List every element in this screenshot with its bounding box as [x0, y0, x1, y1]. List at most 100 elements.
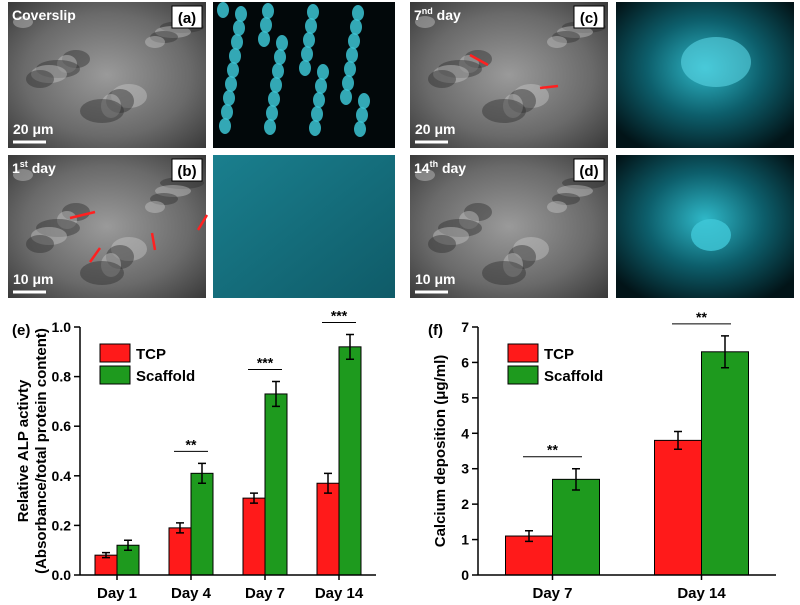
caption-text: Coverslip [12, 7, 76, 23]
nucleus [356, 107, 368, 123]
nucleus [235, 6, 247, 22]
nucleus [358, 93, 370, 109]
cell-cluster [691, 219, 731, 251]
nucleus [227, 62, 239, 78]
legend-swatch [507, 365, 539, 385]
nucleus [217, 2, 229, 18]
x-tick-label: Day 7 [245, 585, 285, 602]
sem-texture [433, 227, 469, 245]
sem-texture [101, 253, 121, 277]
sem-texture [57, 55, 77, 73]
error-bar [176, 522, 184, 534]
nucleus [344, 61, 356, 77]
caption-number: 1 [12, 160, 20, 176]
panel-label: (c) [580, 10, 598, 27]
bar [264, 393, 288, 576]
sem-texture [415, 169, 435, 181]
sem-texture [428, 70, 456, 88]
cell-cluster [681, 37, 751, 87]
panel-caption: 14th day [414, 159, 466, 176]
sem-texture [552, 193, 580, 205]
panel-label: (a) [178, 10, 196, 27]
nucleus [268, 91, 280, 107]
y-axis-title: Calcium deposition (μg/ml) [432, 355, 449, 548]
sem-texture [101, 94, 121, 118]
y-axis-title: Relative ALP activty [15, 379, 32, 522]
error-bar [324, 472, 332, 494]
panel-caption: Coverslip [12, 7, 76, 23]
bar [242, 497, 266, 576]
y-tick-label: 6 [461, 354, 469, 370]
sem-texture [145, 36, 165, 48]
panel-caption: 1st day [12, 159, 56, 176]
sem-texture [111, 84, 147, 108]
charts: (e) Relative ALP activty (Absorbance/total… [12, 307, 776, 602]
y-tick-label: 0 [461, 567, 469, 583]
y-tick-label: 2 [461, 496, 469, 512]
nucleus [340, 89, 352, 105]
sem-texture [106, 89, 134, 113]
panel-label: (f) [428, 322, 443, 339]
sem-texture [26, 70, 54, 88]
sem-texture [62, 203, 90, 221]
sem-texture [428, 235, 456, 253]
sem-texture [508, 245, 536, 269]
nucleus [221, 104, 233, 120]
nucleus [301, 46, 313, 62]
nucleus [305, 18, 317, 34]
error-bar [250, 492, 258, 504]
scale-label: 20 μm [415, 121, 455, 137]
panel-label-box [573, 5, 605, 29]
bar [654, 439, 702, 576]
sem-texture [62, 50, 90, 68]
legend-label: TCP [544, 346, 574, 363]
y-tick-label: 1 [461, 532, 469, 548]
x-tick-label: Day 14 [315, 585, 364, 602]
sem-texture [438, 60, 482, 78]
nucleus [354, 121, 366, 137]
nucleus [225, 76, 237, 92]
error-bar [525, 529, 533, 543]
error-bar [272, 380, 280, 408]
nucleus [350, 19, 362, 35]
nucleus [303, 32, 315, 48]
legend-label: Scaffold [136, 368, 195, 385]
nucleus [270, 77, 282, 93]
nucleus [309, 120, 321, 136]
sem-texture [13, 169, 33, 181]
red-arrow [539, 84, 559, 90]
sem-texture [150, 31, 178, 43]
bar [701, 351, 749, 576]
panel-label: (e) [12, 322, 30, 339]
significance: ** [696, 309, 707, 325]
x-tick-label: Day 4 [171, 585, 212, 602]
nucleus [342, 75, 354, 91]
caption-superscript: th [430, 159, 439, 169]
sem-texture [552, 31, 580, 43]
sem-texture [513, 84, 549, 108]
nucleus [266, 105, 278, 121]
sem-texture [464, 203, 492, 221]
nucleus [276, 35, 288, 51]
x-tick-label: Day 14 [677, 585, 726, 602]
sem-texture [557, 185, 593, 197]
sem-texture [150, 193, 178, 205]
bar [168, 527, 192, 576]
sem-texture [111, 237, 147, 261]
sem-texture [547, 201, 567, 213]
sem-texture [503, 253, 523, 277]
sem-texture [80, 99, 124, 123]
bar [338, 346, 362, 576]
scale-label: 10 μm [415, 271, 455, 287]
bar [552, 478, 600, 576]
panel-label-box [171, 5, 203, 29]
sem-texture [31, 227, 67, 245]
sem-texture [503, 94, 523, 118]
nucleus [274, 49, 286, 65]
nucleus [352, 5, 364, 21]
caption-number: 14 [414, 160, 430, 176]
panel-caption: 7nd day [414, 6, 461, 23]
red-arrow [88, 247, 102, 263]
nucleus [258, 31, 270, 47]
